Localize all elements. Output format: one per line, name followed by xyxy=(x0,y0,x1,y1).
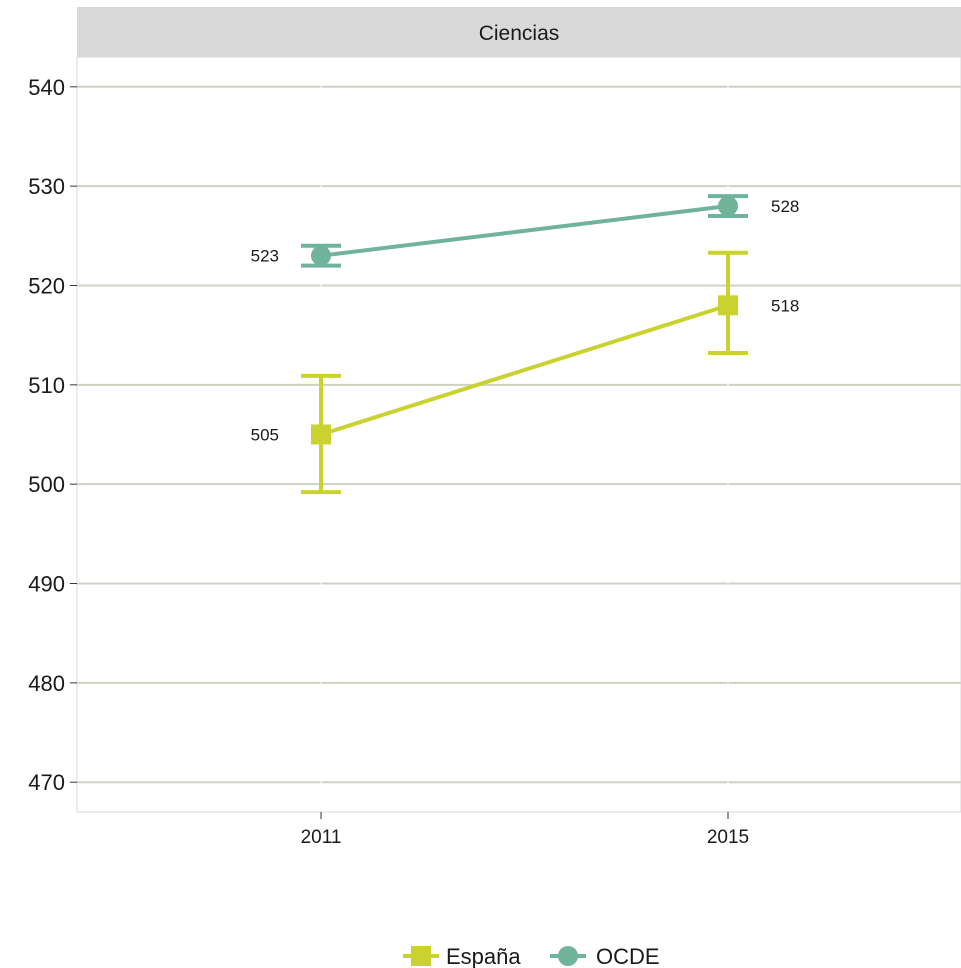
legend: España OCDE xyxy=(403,944,660,968)
data-point xyxy=(718,196,738,217)
legend-label: España xyxy=(446,944,521,968)
legend-marker xyxy=(411,946,431,966)
grid-layer xyxy=(77,57,961,812)
panel-border xyxy=(76,56,961,813)
series-espana: 505 518 xyxy=(251,250,799,495)
data-point xyxy=(311,424,331,445)
y-tick-label: 530 xyxy=(28,174,65,199)
panel-title: Ciencias xyxy=(479,22,560,45)
y-tick-label: 510 xyxy=(28,373,65,398)
y-tick-label: 500 xyxy=(28,472,65,497)
y-axis: 470 480 490 500 510 520 530 540 xyxy=(28,75,77,795)
y-tick-label: 480 xyxy=(28,671,65,696)
x-axis: 2011 2015 xyxy=(301,812,749,848)
series-line xyxy=(320,204,729,258)
data-point xyxy=(718,295,738,316)
y-tick-label: 520 xyxy=(28,273,65,298)
legend-key-ocde xyxy=(550,946,586,966)
series-ocde: 523 528 xyxy=(251,194,799,268)
data-label: 523 xyxy=(251,247,279,266)
x-tick-label: 2015 xyxy=(707,827,749,848)
data-label: 528 xyxy=(771,197,799,216)
panel-strip xyxy=(77,7,961,57)
y-tick-label: 470 xyxy=(28,770,65,795)
series-line xyxy=(320,303,729,437)
data-label: 505 xyxy=(251,426,279,445)
data-point xyxy=(311,245,331,266)
data-label: 518 xyxy=(771,296,799,315)
y-tick-label: 490 xyxy=(28,572,65,597)
x-tick-label: 2011 xyxy=(301,827,342,848)
legend-key-espana xyxy=(403,946,439,966)
legend-label: OCDE xyxy=(596,944,660,968)
legend-marker xyxy=(558,946,578,966)
series-layer: 505 518 523 528 xyxy=(251,194,799,495)
y-tick-label: 540 xyxy=(28,75,65,100)
